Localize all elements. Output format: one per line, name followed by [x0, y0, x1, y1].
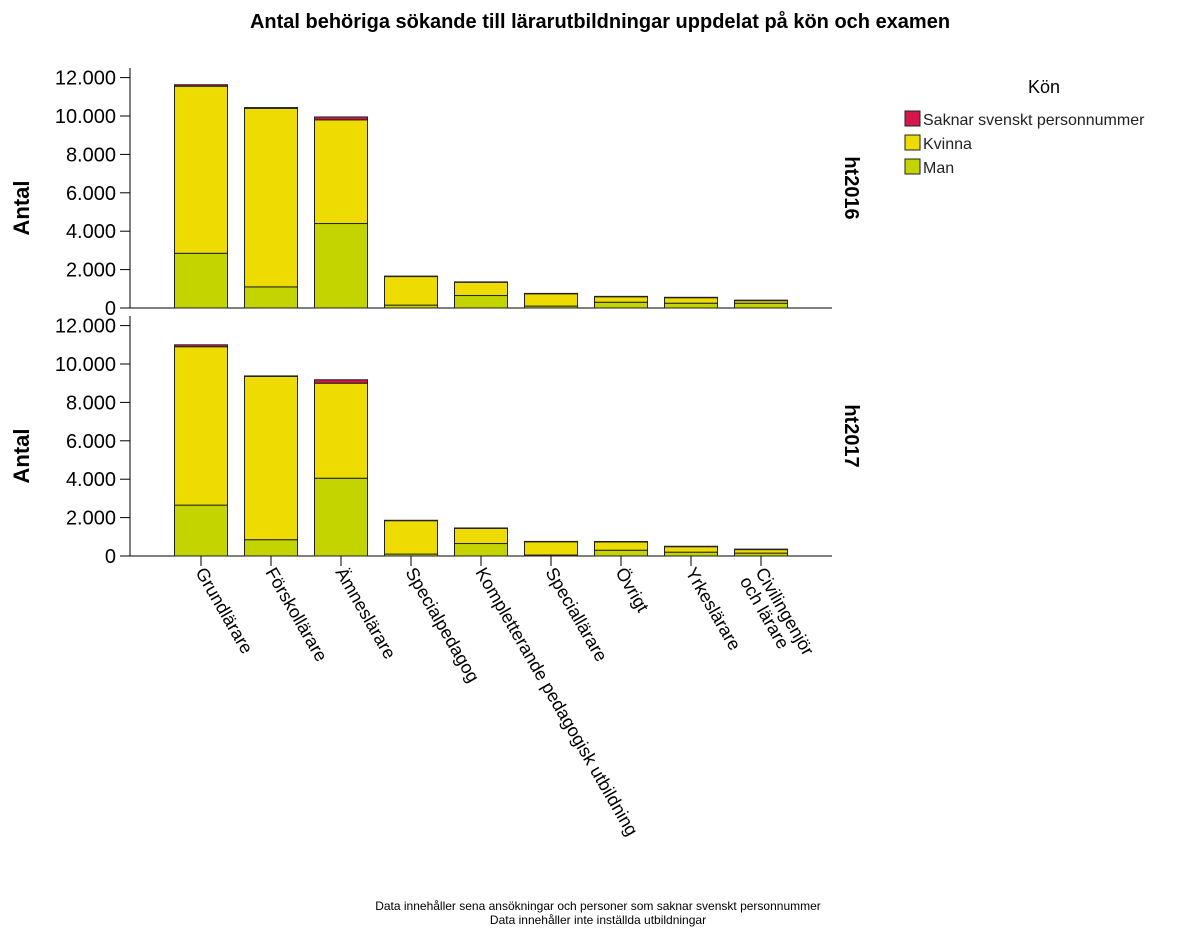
bar-man-yrkeslarare [664, 302, 718, 309]
y-tick-label: 12.000 [55, 68, 116, 90]
bar-saknar-svenskt-personnummer-kompletterande-pedagogisk-utbildning [454, 281, 508, 283]
bar-kvinna-amneslarare [314, 382, 368, 479]
legend-label-man: Man [923, 160, 954, 177]
legend-title: Kön [1028, 77, 1060, 97]
y-tick-label: 8.000 [66, 392, 116, 414]
y-tick-label: 10.000 [55, 354, 116, 376]
bar-kvinna-specialpedagog [384, 275, 438, 306]
bar-kvinna-grundlarare [174, 85, 228, 254]
bar-saknar-svenskt-personnummer-ovrigt [594, 295, 648, 298]
bar-man-amneslarare [314, 477, 368, 557]
y-tick-label: 8.000 [66, 144, 116, 166]
category-label-ovrigt: Övrigt [612, 564, 653, 616]
bar-kvinna-amneslarare [314, 119, 368, 225]
y-tick-label: 12.000 [55, 316, 116, 338]
category-label-forskollarare: Förskollärare [262, 564, 332, 665]
bar-man-forskollarare [244, 286, 298, 309]
bar-kvinna-grundlarare [174, 346, 228, 506]
category-label-speciallarare: Speciallärare [542, 564, 612, 665]
bar-man-civilingenjor-och-larare [734, 302, 788, 309]
bar-saknar-svenskt-personnummer-specialpedagog [384, 275, 438, 278]
footnote-2: Data innehåller inte inställda utbildnin… [490, 913, 706, 927]
category-label-civilingenjor-och-larare: Civilingenjöroch lärare [736, 564, 818, 668]
y-tick-label: 6.000 [66, 431, 116, 453]
panel-ht2016: 0 2.000 4.000 6.000 8.000 10.000 12.000 Antal ht… [9, 68, 862, 320]
bar-kvinna-kompletterande-pedagogisk-utbildning [454, 527, 508, 545]
category-label-grundlarare: Grundlärare [192, 564, 257, 657]
category-label-specialpedagog: Specialpedagog [402, 564, 484, 686]
bar-saknar-svenskt-personnummer-ovrigt [594, 541, 648, 543]
legend-swatch-man [904, 158, 921, 175]
bar-kvinna-kompletterande-pedagogisk-utbildning [454, 281, 508, 297]
bar-man-grundlarare [174, 504, 228, 557]
bar-man-kompletterande-pedagogisk-utbildning [454, 543, 508, 557]
footnote-1: Data innehåller sena ansökningar och per… [375, 899, 821, 913]
bar-kvinna-speciallarare [524, 541, 578, 556]
panel-ht2017: 0 2.000 4.000 6.000 8.000 10.000 12.000 Antal ht… [9, 316, 862, 568]
legend-label-saknar-svenskt-personnummer: Saknar svenskt personnummer [923, 112, 1145, 129]
bar-man-kompletterande-pedagogisk-utbildning [454, 295, 508, 309]
bar-kvinna-ovrigt [594, 541, 648, 551]
y-tick-label: 10.000 [55, 106, 116, 128]
bar-saknar-svenskt-personnummer-grundlarare [174, 84, 228, 87]
category-label-amneslarare: Ämneslärare [332, 564, 400, 662]
y-tick-label: 2.000 [66, 260, 116, 282]
category-label-yrkeslarare: Yrkeslärare [682, 564, 745, 654]
bar-man-ovrigt [594, 549, 648, 557]
bar-man-forskollarare [244, 539, 298, 557]
y-tick-label: 4.000 [66, 469, 116, 491]
bar-kvinna-specialpedagog [384, 519, 438, 555]
bar-man-ovrigt [594, 301, 648, 309]
bar-saknar-svenskt-personnummer-speciallarare [524, 540, 578, 543]
bar-saknar-svenskt-personnummer-kompletterande-pedagogisk-utbildning [454, 527, 508, 529]
panel-label: ht2017 [840, 404, 862, 467]
panel-label: ht2016 [840, 156, 862, 219]
bar-saknar-svenskt-personnummer-yrkeslarare [664, 545, 718, 548]
bar-saknar-svenskt-personnummer-speciallarare [524, 292, 578, 295]
bar-saknar-svenskt-personnummer-civilingenjor-och-larare [734, 548, 788, 551]
y-tick-label: 6.000 [66, 183, 116, 205]
y-tick-label: 4.000 [66, 221, 116, 243]
legend-label-kvinna: Kvinna [923, 136, 972, 153]
bar-saknar-svenskt-personnummer-amneslarare [314, 116, 368, 121]
chart-title: Antal behöriga sökande till lärarutbildn… [250, 10, 950, 33]
legend-swatch-kvinna [904, 134, 921, 151]
bar-saknar-svenskt-personnummer-forskollarare [244, 375, 298, 377]
legend-swatch-saknar-svenskt-personnummer [904, 110, 921, 127]
category-label-kompletterande-pedagogisk-utbildning: Kompletterande pedagogisk utbildning [472, 564, 642, 839]
bar-saknar-svenskt-personnummer-amneslarare [314, 379, 368, 384]
y-tick-label: 0 [105, 298, 116, 320]
y-axis-title: Antal [9, 181, 34, 236]
y-axis-title: Antal [9, 429, 34, 484]
bar-saknar-svenskt-personnummer-grundlarare [174, 344, 228, 348]
bar-man-amneslarare [314, 223, 368, 309]
bar-saknar-svenskt-personnummer-yrkeslarare [664, 296, 718, 299]
bar-saknar-svenskt-personnummer-forskollarare [244, 107, 298, 109]
category-labels: Grundlärare Förskollärare Ämneslärare Speci… [192, 556, 818, 839]
bar-man-yrkeslarare [664, 551, 718, 557]
bar-saknar-svenskt-personnummer-civilingenjor-och-larare [734, 299, 788, 302]
chart-panels: 0 2.000 4.000 6.000 8.000 10.000 12.000 Antal ht… [9, 68, 862, 568]
legend-items: Saknar svenskt personnummer Kvinna Man [904, 110, 1145, 177]
bar-kvinna-forskollarare [244, 375, 298, 541]
y-tick-label: 2.000 [66, 508, 116, 530]
y-tick-label: 0 [105, 546, 116, 568]
bar-man-grundlarare [174, 252, 228, 309]
bar-kvinna-speciallarare [524, 293, 578, 307]
bar-kvinna-forskollarare [244, 107, 298, 288]
bar-saknar-svenskt-personnummer-specialpedagog [384, 519, 438, 522]
legend: Kön Saknar svenskt personnummer Kvinna Man [904, 77, 1145, 177]
